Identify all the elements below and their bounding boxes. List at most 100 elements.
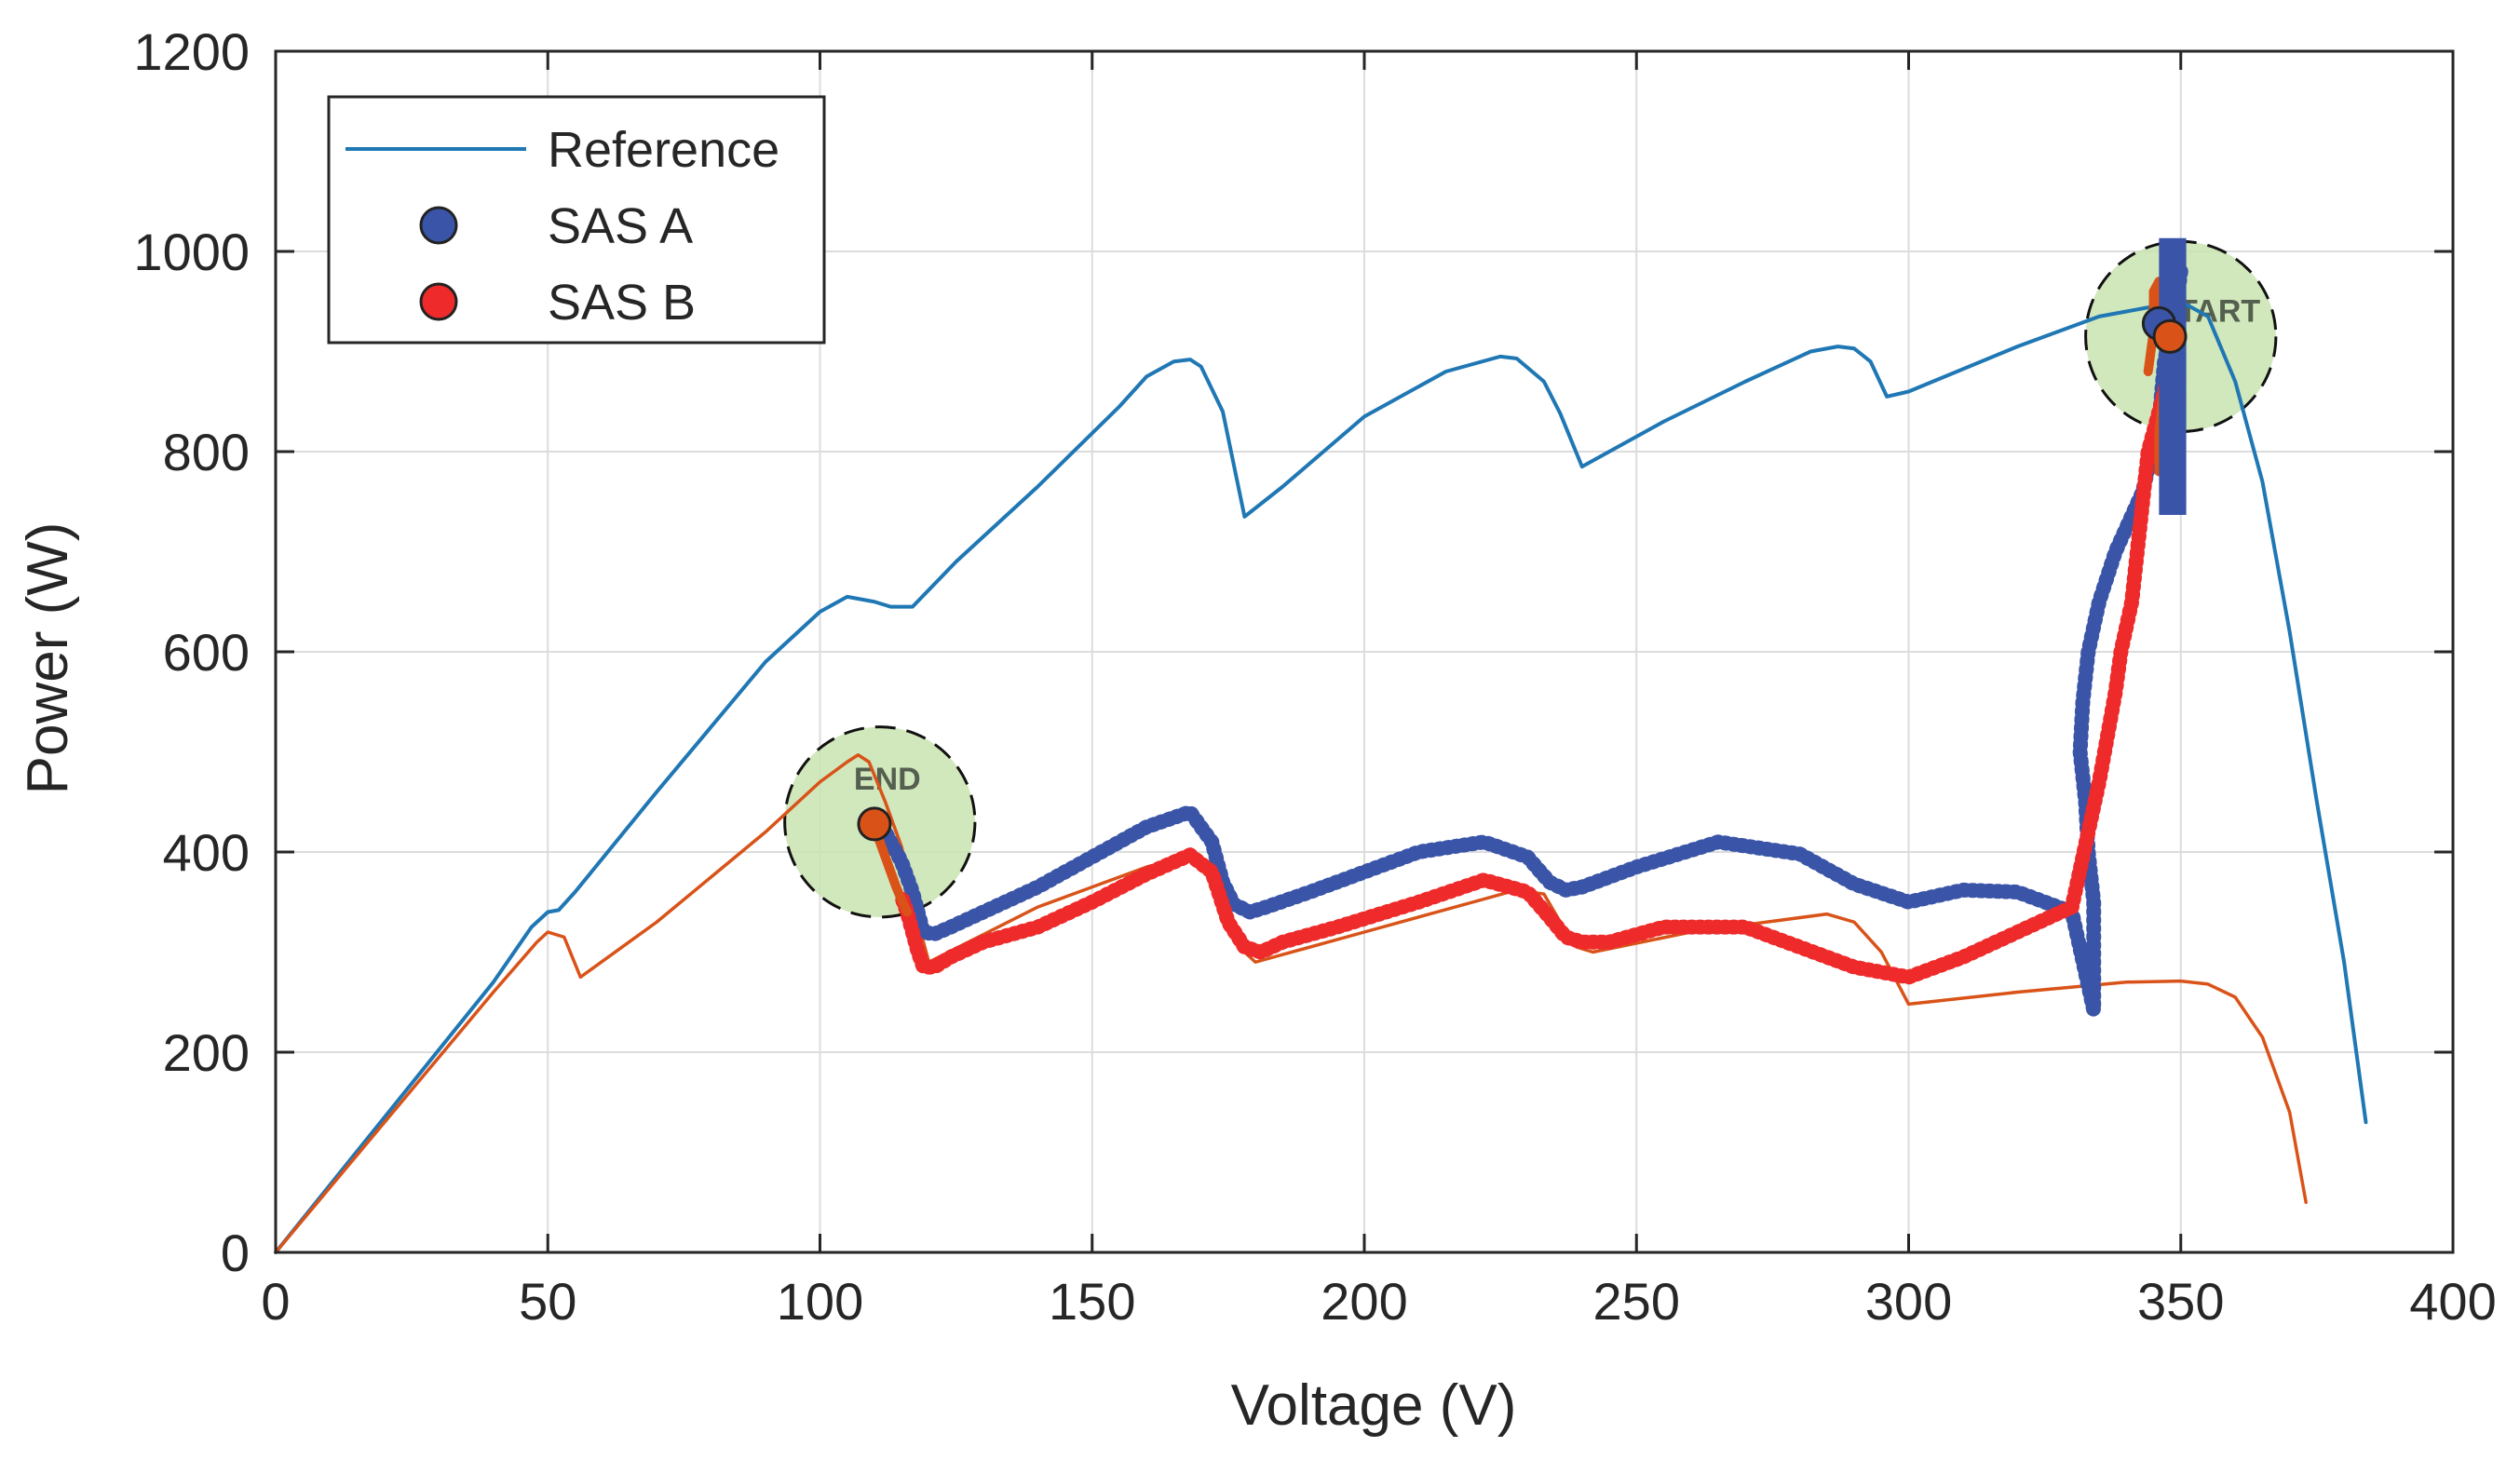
sas-b-point (1413, 896, 1425, 908)
sas-a-point (917, 926, 929, 938)
sas-a-point (2082, 646, 2094, 657)
sas-a-point (2109, 546, 2121, 558)
sas-b-point (2012, 926, 2024, 938)
sas-a-point (2012, 886, 2024, 898)
sas-b-point (944, 951, 956, 963)
sas-a-point (1086, 851, 1098, 863)
x-tick-label: 50 (519, 1272, 576, 1331)
legend: Reference SAS A SAS B (327, 95, 826, 345)
sas-b-point (2093, 776, 2106, 788)
sas-b-point (2082, 826, 2094, 838)
end-marker (857, 806, 892, 842)
end-label: END (854, 762, 921, 797)
sas-a-point (901, 871, 914, 883)
y-tick-label: 800 (163, 423, 250, 481)
x-tick-label: 400 (2409, 1272, 2496, 1331)
x-tick-label: 250 (1593, 1272, 1680, 1331)
sas-a-point (2088, 926, 2100, 938)
sas-b-point (2077, 851, 2089, 863)
y-tick-label: 1200 (133, 22, 250, 81)
sas-b-point (2104, 716, 2116, 728)
sas-b-point (2142, 446, 2154, 457)
legend-label: Reference (548, 122, 779, 178)
axis-layer: 0 50 100 150 200 250 300 350 400 0 200 400 600 800 100… (133, 22, 2496, 1331)
sas-a-point (2077, 696, 2089, 708)
sas-a-point (896, 856, 908, 868)
sas-a-point (1522, 851, 1534, 863)
start-marker (2152, 318, 2188, 354)
sas-b-point (912, 946, 924, 958)
sas-b-point (1849, 961, 1861, 973)
x-tick-label: 0 (261, 1272, 290, 1331)
sas-b-point (1086, 896, 1098, 908)
x-tick-label: 350 (2137, 1272, 2224, 1331)
sas-b-point (1576, 936, 1588, 948)
sas-b-point (1239, 941, 1251, 953)
sas-b-point (1658, 921, 1670, 933)
sas-a-point (2074, 746, 2086, 758)
sas-b-point (2131, 546, 2143, 558)
sas-a-point (1244, 906, 1256, 918)
sas-b-point (1543, 911, 1555, 923)
legend-marker-icon (419, 206, 458, 245)
sas-a-point (1413, 846, 1425, 858)
sas-a-point (1359, 866, 1370, 878)
legend-label: SAS B (548, 275, 696, 331)
sas-b-point (906, 926, 918, 938)
sas-a-point (1576, 881, 1588, 893)
sas-b-point (1222, 916, 1234, 928)
sas-b-point (1184, 849, 1196, 861)
y-tick-label: 600 (163, 623, 250, 682)
x-tick-label: 100 (777, 1272, 863, 1331)
sas-a-point (1543, 876, 1555, 888)
sas-a-point (977, 906, 989, 918)
sas-a-point (1957, 884, 1969, 896)
sas-b-point (2126, 596, 2138, 608)
sas-b-point (2066, 901, 2078, 913)
y-tick-label: 0 (221, 1224, 250, 1282)
sas-a-point (928, 928, 941, 940)
x-tick-label: 150 (1049, 1272, 1135, 1331)
sas-a-point (1478, 836, 1490, 848)
sas-b-trail (894, 364, 2178, 985)
x-axis-label: Voltage (V) (1231, 1373, 1517, 1438)
sas-b-point (1206, 866, 1218, 878)
sas-b-point (1560, 931, 1572, 943)
sas-b-point (1254, 946, 1267, 958)
sas-a-point (2088, 967, 2100, 978)
end-trajectory-line (869, 818, 913, 917)
legend-box (327, 95, 826, 345)
sas-a-point (2088, 1004, 2100, 1016)
sas-b-point (1032, 921, 1044, 933)
sas-a-point (885, 836, 897, 848)
x-tick-label: 300 (1865, 1272, 1952, 1331)
sas-b-point (2115, 646, 2127, 657)
y-tick-label: 200 (163, 1023, 250, 1082)
sas-a-point (906, 886, 918, 898)
marker-layer (857, 305, 2188, 842)
sas-a-point (2093, 596, 2106, 608)
sas-b-point (1277, 936, 1289, 948)
sas-a-point (1712, 836, 1724, 848)
sas-b-point (1141, 868, 1153, 880)
sas-a-point (2088, 896, 2100, 908)
y-axis-label: Power (W) (16, 522, 80, 795)
sas-b-point (1903, 971, 1915, 983)
sas-a-point (1560, 884, 1572, 896)
sas-a-point (1794, 848, 1806, 860)
sas-a-point (1903, 896, 1915, 908)
sas-a-point (1631, 861, 1643, 873)
sas-a-point (1304, 886, 1316, 898)
sas-b-point (1604, 936, 1616, 948)
legend-label: SAS A (548, 198, 693, 254)
legend-marker-icon (419, 282, 458, 321)
sas-b-point (1740, 921, 1752, 933)
sas-b-point (2098, 746, 2110, 758)
sas-b-point (928, 961, 941, 973)
sas-b-point (1957, 951, 1969, 963)
series-layer (274, 237, 2368, 1254)
sas-a-point (1849, 878, 1861, 890)
y-tick-label: 400 (163, 823, 250, 882)
